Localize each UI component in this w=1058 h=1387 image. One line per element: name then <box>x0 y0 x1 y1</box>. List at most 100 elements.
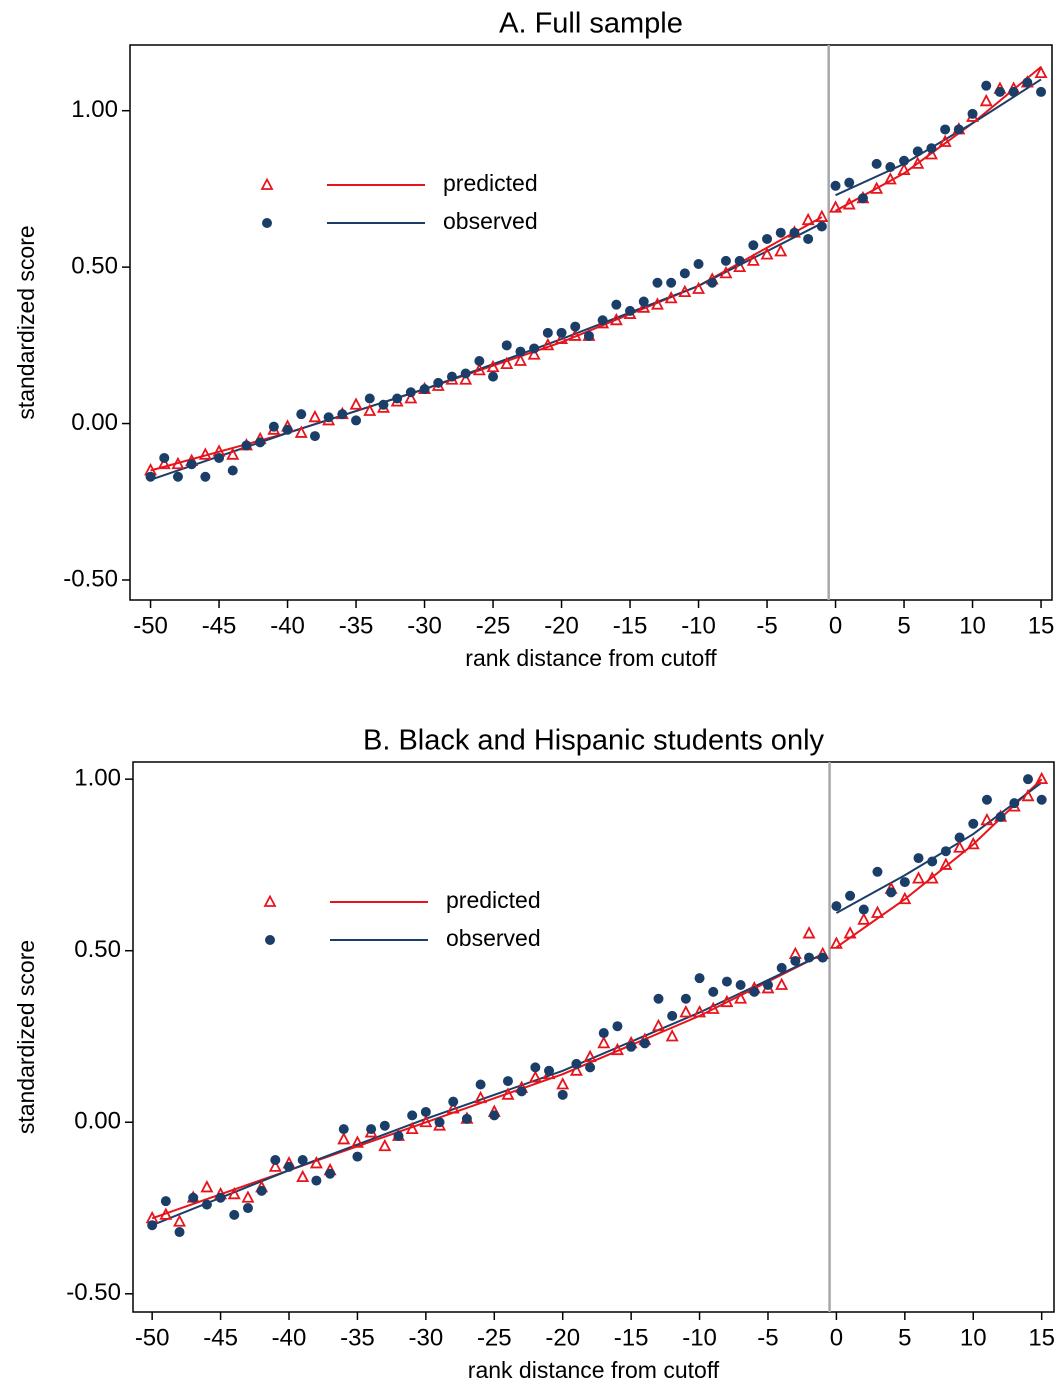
point <box>953 124 964 135</box>
point <box>886 887 897 898</box>
point <box>420 1106 431 1117</box>
y-tick-label: -0.50 <box>63 565 118 592</box>
point <box>872 866 883 877</box>
point <box>583 330 594 341</box>
point <box>364 393 375 404</box>
point <box>981 80 992 91</box>
point <box>556 1077 570 1090</box>
point <box>337 1131 351 1145</box>
point <box>637 300 651 313</box>
point <box>979 93 993 107</box>
point <box>557 1089 568 1100</box>
point <box>434 1117 445 1128</box>
point <box>242 1203 253 1214</box>
point <box>349 397 363 410</box>
point <box>583 1049 597 1062</box>
plot-frame <box>129 44 1053 601</box>
point <box>378 399 389 410</box>
point <box>147 1220 158 1231</box>
point <box>653 993 664 1004</box>
point <box>912 871 926 884</box>
point <box>542 327 553 338</box>
point <box>734 991 748 1004</box>
point <box>803 233 814 244</box>
y-tick-label: 1.00 <box>74 764 121 791</box>
point <box>419 1114 433 1128</box>
point <box>405 1121 419 1135</box>
point <box>366 1124 377 1135</box>
point <box>500 356 514 370</box>
point <box>899 877 910 888</box>
x-tick-label: -40 <box>272 1324 307 1351</box>
point <box>720 994 734 1008</box>
point <box>924 147 938 160</box>
point <box>981 794 992 805</box>
point <box>844 177 855 188</box>
point <box>188 1192 199 1203</box>
point <box>721 976 732 987</box>
point <box>789 227 800 238</box>
point <box>489 1110 500 1121</box>
point <box>927 856 938 867</box>
point <box>527 347 541 360</box>
point <box>171 456 185 470</box>
x-tick-label: -35 <box>339 612 374 639</box>
x-tick-label: -20 <box>544 612 579 639</box>
point <box>460 368 471 379</box>
point <box>940 124 951 135</box>
point <box>871 158 882 169</box>
point <box>392 393 403 404</box>
point <box>352 1151 363 1162</box>
point <box>733 259 747 273</box>
chart-title: A. Full sample <box>499 8 683 40</box>
point <box>404 391 418 404</box>
point <box>897 162 911 176</box>
point <box>486 359 500 373</box>
point <box>308 409 322 423</box>
point <box>693 1005 707 1018</box>
y-tick-label: 1.00 <box>71 96 118 123</box>
y-tick-label: 0.50 <box>74 936 121 963</box>
point <box>829 936 843 949</box>
point <box>694 973 705 984</box>
x-tick-label: 10 <box>959 612 986 639</box>
point <box>1036 794 1047 805</box>
point <box>528 1070 542 1083</box>
point <box>774 244 788 257</box>
x-tick-label: -15 <box>613 612 648 639</box>
point <box>556 327 567 338</box>
point <box>268 1159 282 1172</box>
point <box>652 277 663 288</box>
point <box>598 1028 609 1039</box>
point <box>309 431 320 442</box>
point <box>898 891 912 905</box>
fit-line <box>150 78 1042 481</box>
fit-line <box>151 778 1043 1220</box>
point <box>363 403 377 416</box>
point <box>858 904 869 915</box>
point <box>1022 77 1033 88</box>
legend-marker <box>260 177 274 190</box>
x-tick-label: 0 <box>829 612 842 639</box>
point <box>692 281 706 294</box>
x-tick-label: -45 <box>203 1324 238 1351</box>
point <box>994 86 1005 97</box>
x-tick-label: 5 <box>898 1324 911 1351</box>
point <box>407 1110 418 1121</box>
point <box>652 1018 665 1032</box>
point <box>186 459 197 470</box>
point <box>1034 65 1048 79</box>
point <box>226 447 240 460</box>
point <box>667 1010 678 1021</box>
point <box>842 197 856 210</box>
x-tick-label: -10 <box>681 612 716 639</box>
x-tick-label: -10 <box>682 1324 717 1351</box>
y-tick-label: 0.00 <box>71 409 118 436</box>
point <box>501 340 512 351</box>
point <box>159 452 170 463</box>
point <box>172 471 183 482</box>
point <box>145 471 156 482</box>
y-axis-label: standardized score <box>13 940 39 1134</box>
legend-label: predicted <box>446 887 541 913</box>
point <box>296 1169 310 1183</box>
